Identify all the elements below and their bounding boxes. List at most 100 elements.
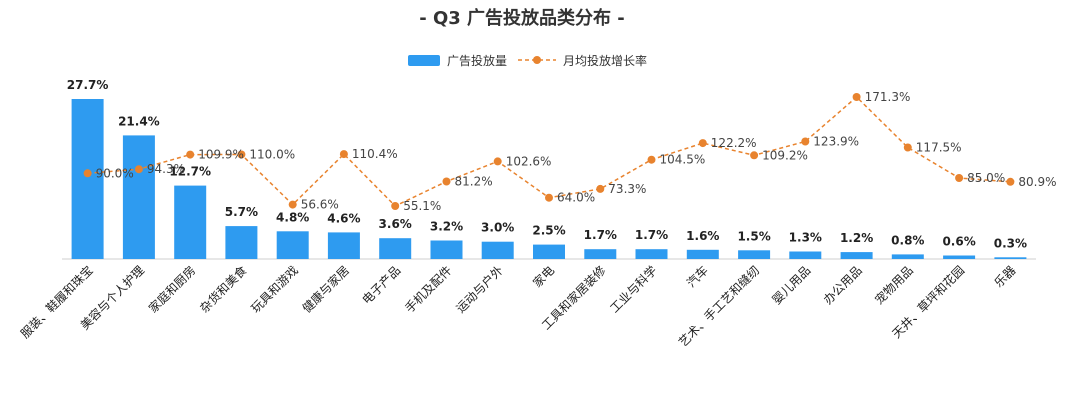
- bar-value-label: 1.2%: [840, 231, 873, 245]
- line-point: [442, 177, 451, 186]
- category-label: 乐器: [992, 263, 1019, 290]
- bar-value-label: 1.7%: [584, 228, 617, 242]
- line-labels: 90.0% 94.3% 109.9% 110.0% 56.6% 110.4% 55.1% 81…: [96, 90, 1057, 213]
- bar: [122, 135, 155, 259]
- bar: [174, 185, 207, 259]
- line-point: [288, 200, 297, 209]
- line-point: [596, 184, 605, 193]
- legend-line-label: 月均投放增长率: [563, 53, 647, 68]
- line-series: [83, 93, 1015, 210]
- legend-bar-label: 广告投放量: [447, 53, 507, 68]
- bar: [379, 238, 412, 259]
- bar-value-label: 27.7%: [67, 78, 109, 92]
- chart-title: - Q3 广告投放品类分布 -: [419, 7, 625, 29]
- bar: [584, 249, 617, 259]
- bar-value-label: 1.6%: [686, 229, 719, 243]
- line-point: [391, 202, 400, 210]
- bar: [481, 241, 514, 259]
- bar: [533, 244, 565, 259]
- line-value-label: 94.3%: [147, 162, 185, 176]
- category-label: 家庭和厨房: [145, 263, 198, 316]
- category-label: 杂货和美食: [196, 263, 249, 316]
- line-value-label: 104.5%: [660, 153, 706, 167]
- line-value-label: 109.9%: [198, 148, 244, 162]
- category-label: 运动与户外: [453, 263, 506, 316]
- legend-bar-swatch: [408, 55, 440, 66]
- bar-value-label: 3.2%: [430, 220, 463, 234]
- line-point: [237, 150, 246, 159]
- bar-value-label: 3.6%: [379, 217, 412, 231]
- legend: 广告投放量 月均投放增长率: [408, 53, 647, 68]
- line-point: [339, 150, 348, 159]
- bar: [225, 226, 258, 259]
- line-value-label: 85.0%: [967, 171, 1005, 185]
- category-label: 电子产品: [359, 263, 403, 307]
- line-point: [750, 151, 759, 160]
- bar-value-label: 1.7%: [635, 228, 668, 242]
- line-point: [647, 155, 656, 164]
- category-label: 玩具和游戏: [248, 263, 300, 315]
- line-point: [493, 157, 502, 166]
- legend-line-marker: [533, 56, 541, 64]
- bar-labels: 27.7% 21.4% 12.7% 5.7% 4.8% 4.6% 3.6% 3.2% 3.0% 2…: [67, 78, 1027, 250]
- bar: [994, 257, 1027, 259]
- line-point: [134, 165, 143, 174]
- category-label: 家电: [530, 263, 558, 291]
- line-point: [852, 93, 861, 101]
- bar-value-label: 0.8%: [891, 233, 924, 247]
- line-value-label: 81.2%: [455, 175, 493, 189]
- bar-series: [71, 99, 1027, 259]
- line-value-label: 109.2%: [762, 148, 808, 162]
- bar-value-label: 12.7%: [169, 165, 211, 179]
- bar-value-label: 5.7%: [225, 205, 258, 219]
- bar: [71, 99, 104, 259]
- line-point: [186, 150, 195, 159]
- line-value-label: 64.0%: [557, 191, 595, 205]
- bar: [686, 249, 719, 259]
- category-label: 宠物用品: [871, 263, 916, 308]
- line-value-label: 171.3%: [865, 90, 911, 104]
- category-label: 婴儿用品: [770, 263, 814, 307]
- line-value-label: 55.1%: [403, 199, 441, 213]
- bar-value-label: 2.5%: [532, 224, 565, 238]
- category-label: 健康与家居: [299, 263, 352, 316]
- line-value-label: 56.6%: [301, 198, 339, 212]
- category-label: 手机及配件: [402, 263, 454, 315]
- bar-value-label: 0.3%: [994, 236, 1027, 250]
- line-value-label: 122.2%: [711, 136, 757, 150]
- line-point: [83, 169, 92, 178]
- line-point: [801, 137, 810, 146]
- line-point: [903, 143, 912, 152]
- bar: [891, 254, 924, 259]
- bar-value-label: 4.6%: [327, 211, 360, 225]
- category-label: 工业与科学: [607, 263, 660, 316]
- bar-value-label: 1.5%: [737, 229, 770, 243]
- bar: [635, 249, 668, 259]
- bar: [276, 231, 309, 259]
- bar-value-label: 0.6%: [942, 235, 975, 249]
- bar: [840, 252, 873, 259]
- line-point: [955, 174, 964, 182]
- bar: [738, 250, 771, 259]
- bar-value-label: 4.8%: [276, 210, 309, 224]
- line-value-label: 117.5%: [916, 141, 962, 155]
- line-value-label: 110.0%: [249, 148, 295, 162]
- bar-value-label: 1.3%: [789, 231, 822, 245]
- bar: [943, 255, 976, 259]
- line-point: [545, 193, 553, 202]
- bar: [789, 251, 822, 259]
- line-value-label: 80.9%: [1018, 175, 1056, 189]
- bar-value-label: 3.0%: [481, 221, 514, 235]
- line-value-label: 90.0%: [96, 166, 134, 180]
- line-point: [698, 139, 707, 148]
- line-point: [1006, 177, 1015, 186]
- bar-value-label: 21.4%: [118, 114, 160, 128]
- bar: [327, 232, 360, 259]
- category-label: 汽车: [683, 263, 711, 291]
- line-value-label: 110.4%: [352, 147, 398, 161]
- line-value-label: 123.9%: [813, 135, 859, 149]
- line-value-label: 73.3%: [608, 182, 646, 196]
- category-label: 办公用品: [820, 263, 865, 308]
